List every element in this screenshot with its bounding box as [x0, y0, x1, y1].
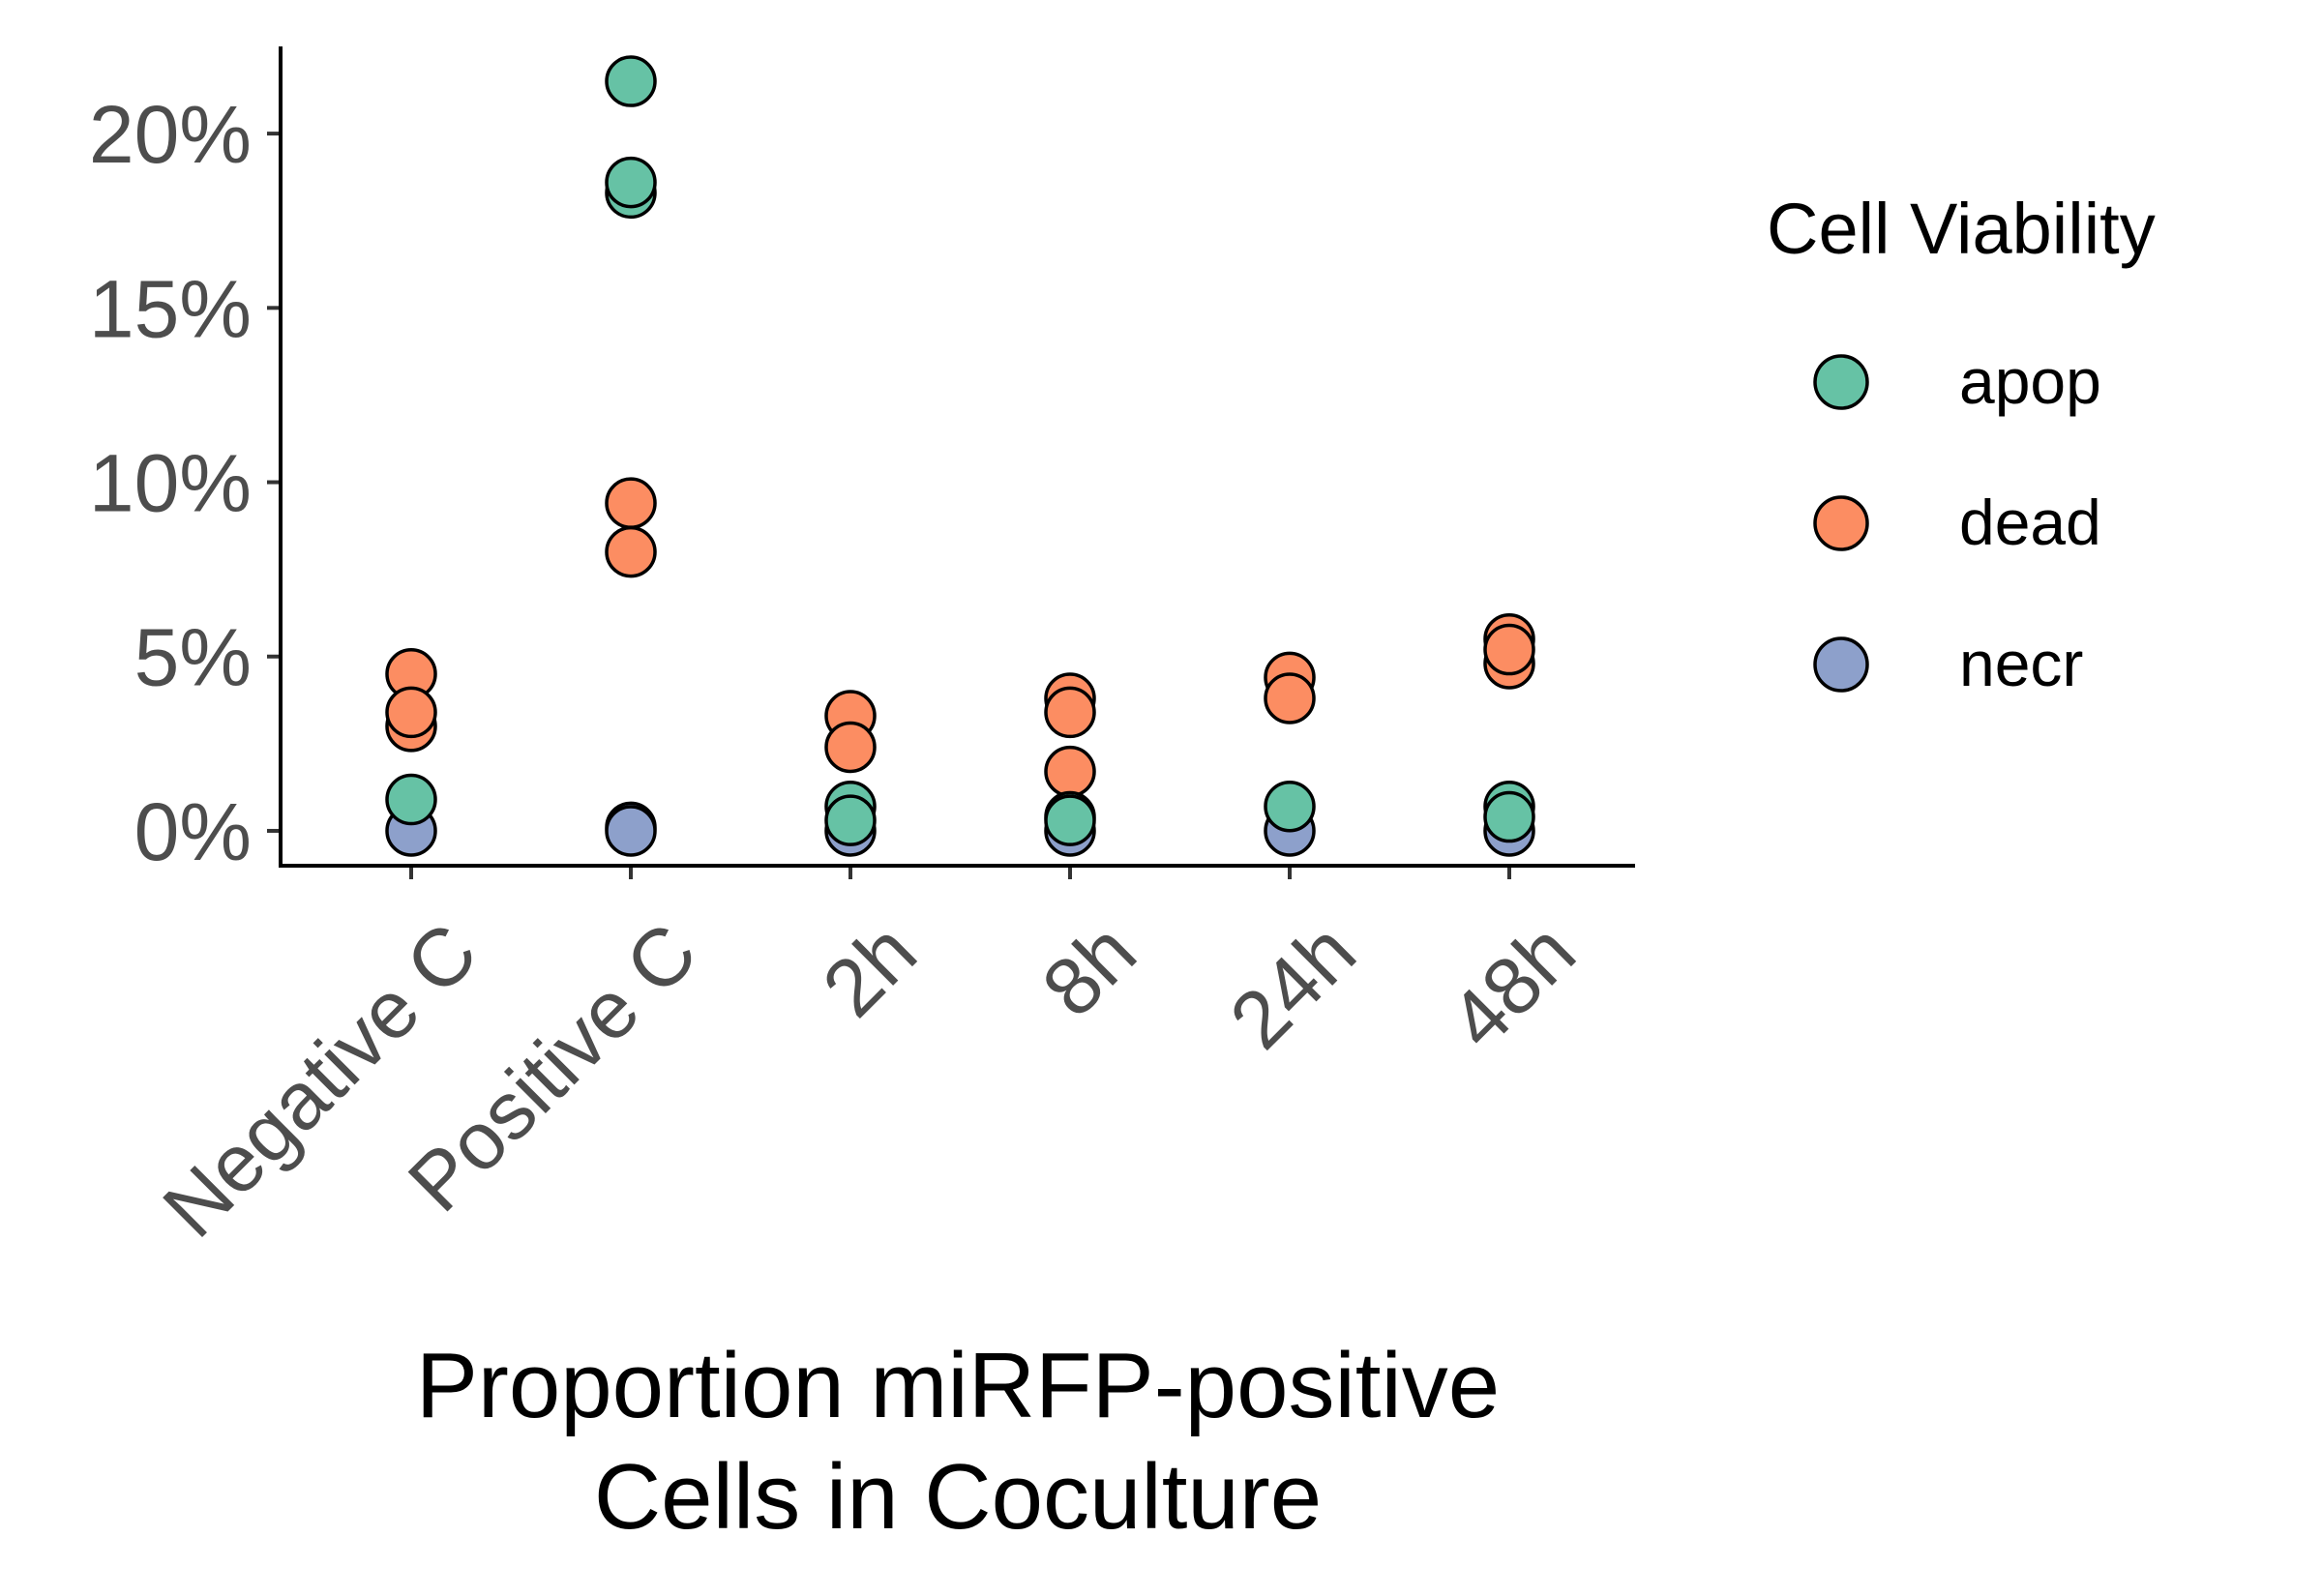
legend-key-necr: [1813, 636, 1869, 693]
data-point-dead: [385, 686, 437, 739]
data-point-dead: [824, 721, 877, 774]
data-point-apop: [605, 156, 657, 209]
x-axis-title-line-1: Proportion miRFP-positive: [416, 1334, 1500, 1437]
x-tick-label: 24h: [1212, 905, 1373, 1066]
x-tick-label: 8h: [1025, 905, 1153, 1034]
data-point-apop: [1483, 790, 1535, 843]
data-point-apop: [385, 773, 437, 826]
data-point-dead: [605, 477, 657, 529]
data-points: [385, 55, 1535, 857]
legend-key-dead: [1813, 495, 1869, 551]
legend-label-dead: dead: [1959, 487, 2101, 558]
data-point-dead: [1483, 623, 1535, 676]
data-point-apop: [1044, 794, 1096, 846]
legend-label-necr: necr: [1959, 628, 2083, 699]
legend-title: Cell Viability: [1767, 189, 2156, 269]
data-point-apop: [1264, 780, 1316, 833]
legend-items: apop dead necr: [1813, 345, 2101, 699]
y-axis-ticks: 0% 5% 10% 15% 20%: [89, 89, 281, 877]
legend-key-apop: [1813, 354, 1869, 410]
legend-label-apop: apop: [1959, 345, 2101, 417]
legend: Cell Viability apop dead necr: [1767, 189, 2156, 699]
data-point-necr: [605, 805, 657, 857]
y-tick-label: 20%: [89, 89, 252, 180]
data-point-apop: [824, 794, 877, 846]
data-point-dead: [1044, 686, 1096, 739]
data-point-dead: [1264, 672, 1316, 724]
data-point-apop: [605, 55, 657, 107]
y-tick-label: 5%: [134, 612, 252, 703]
y-tick-label: 15%: [89, 263, 252, 354]
x-tick-label: 2h: [805, 905, 934, 1034]
y-tick-label: 10%: [89, 438, 252, 529]
y-tick-label: 0%: [134, 786, 252, 877]
x-axis-title-line-2: Cells in Coculture: [594, 1445, 1322, 1549]
data-point-dead: [1044, 745, 1096, 798]
x-tick-label: 48h: [1432, 905, 1593, 1066]
data-point-dead: [605, 525, 657, 578]
